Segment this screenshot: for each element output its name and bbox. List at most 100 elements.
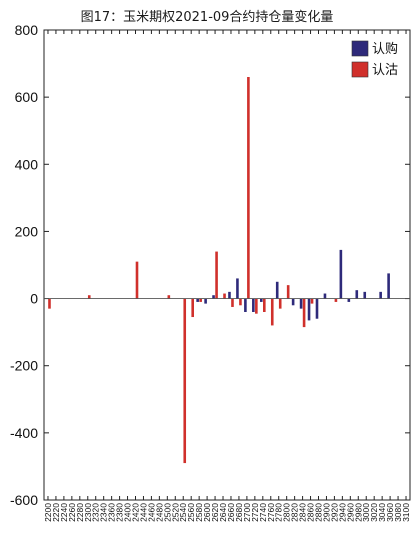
y-tick-label: -200 [10, 358, 38, 374]
x-tick-label: 2500 [162, 503, 172, 522]
legend-label-put: 认沽 [372, 63, 398, 78]
bar-call-2780 [275, 281, 279, 299]
x-tick-label: 2940 [337, 503, 347, 522]
x-tick-label: 2780 [274, 503, 284, 522]
y-tick-label: 0 [30, 291, 38, 307]
bar-put-2420 [135, 261, 139, 299]
x-tick-label: 2980 [353, 503, 363, 522]
bar-call-2580 [196, 298, 199, 302]
y-tick-label: 400 [15, 156, 39, 172]
bar-call-2860 [307, 298, 311, 321]
y-tick-label: -600 [10, 492, 38, 508]
x-tick-label: 2260 [67, 503, 77, 522]
x-tick-label: 2600 [202, 503, 212, 522]
x-tick-label: 2960 [345, 503, 355, 522]
bar-put-2560 [191, 298, 194, 318]
x-tick-label: 2360 [107, 503, 117, 522]
bar-call-2820 [291, 298, 295, 306]
x-tick-label: 2460 [146, 503, 156, 522]
x-tick-label: 2440 [138, 503, 148, 522]
bar-put-2720 [255, 298, 258, 314]
bar-put-2760 [270, 298, 274, 326]
x-tick-label: 2920 [329, 503, 339, 522]
x-tick-label: 2760 [266, 503, 276, 522]
x-tick-label: 2520 [170, 503, 180, 522]
bar-put-2920 [334, 298, 338, 302]
bar-call-2600 [204, 298, 207, 304]
x-tick-label: 2880 [314, 503, 324, 522]
x-tick-label: 3040 [377, 503, 387, 522]
bar-put-2860 [310, 298, 314, 304]
bar-call-3000 [363, 291, 367, 299]
y-tick-label: 600 [15, 89, 39, 105]
x-tick-label: 3000 [361, 503, 371, 522]
bar-put-2740 [263, 298, 266, 312]
x-tick-label: 2700 [242, 503, 252, 522]
x-tick-label: 3100 [401, 503, 411, 522]
plot-frame [43, 29, 411, 501]
x-tick-label: 2580 [194, 503, 204, 522]
x-tick-label: 2540 [178, 503, 188, 522]
x-tick-label: 2640 [218, 503, 228, 522]
x-tick-label: 2860 [306, 503, 316, 522]
x-tick-label: 2320 [91, 503, 101, 522]
x-tick-label: 3020 [369, 503, 379, 522]
x-tick-label: 2200 [43, 503, 53, 522]
bar-put-2700 [247, 77, 250, 299]
bar-call-3060 [387, 273, 390, 299]
bar-put-2620 [215, 251, 218, 299]
bar-put-2200 [48, 298, 51, 309]
bar-put-2680 [239, 298, 242, 306]
y-tick-label: -400 [10, 425, 38, 441]
x-tick-label: 2420 [131, 503, 141, 522]
y-tick-label: 800 [15, 22, 39, 38]
bar-put-2660 [231, 298, 234, 307]
bar-put-2580 [199, 298, 202, 302]
x-tick-label: 2300 [83, 503, 93, 522]
bar-call-3040 [379, 291, 382, 299]
bar-call-2620 [212, 295, 215, 299]
x-tick-label: 3080 [393, 503, 403, 522]
x-axis: 2200222022402260228023002320234023602380… [43, 30, 411, 522]
y-tick-label: 200 [15, 223, 39, 239]
bar-put-2800 [286, 285, 290, 299]
bar-call-2840 [299, 298, 303, 309]
bar-put-2780 [278, 298, 282, 309]
legend-swatch-put [351, 61, 369, 78]
bar-call-2960 [347, 298, 351, 302]
x-tick-label: 2680 [234, 503, 244, 522]
legend-label-call: 认购 [372, 41, 398, 57]
x-tick-label: 2280 [75, 503, 85, 522]
bar-call-2980 [355, 290, 359, 299]
bar-put-2840 [302, 298, 306, 328]
y-axis: -600 -400 -200 0 200 400 600 800 [10, 22, 410, 508]
x-tick-label: 2560 [186, 503, 196, 522]
bar-call-2720 [252, 298, 255, 312]
x-tick-label: 2380 [115, 503, 125, 522]
x-tick-label: 2240 [59, 503, 69, 522]
x-tick-label: 2480 [154, 503, 164, 522]
x-tick-label: 2400 [123, 503, 133, 522]
bars [48, 77, 390, 464]
bar-put-2540 [183, 298, 187, 464]
x-tick-label: 2340 [99, 503, 109, 522]
legend-swatch-call [351, 40, 369, 57]
x-tick-label: 2660 [226, 503, 236, 522]
bar-call-2740 [260, 298, 263, 302]
bar-call-2900 [323, 293, 327, 299]
x-tick-label: 2740 [258, 503, 268, 522]
bar-call-2940 [339, 249, 343, 299]
x-tick-label: 2720 [250, 503, 260, 522]
bar-put-2300 [87, 295, 91, 299]
bar-put-2640 [223, 293, 226, 299]
bar-call-2660 [228, 291, 231, 299]
bar-put-2500 [167, 295, 171, 299]
x-tick-label: 2620 [210, 503, 220, 522]
bar-call-2880 [315, 298, 319, 319]
x-tick-label: 2900 [321, 503, 331, 522]
bar-call-2680 [236, 278, 239, 299]
x-tick-label: 2800 [282, 503, 292, 522]
x-tick-label: 2820 [290, 503, 300, 522]
